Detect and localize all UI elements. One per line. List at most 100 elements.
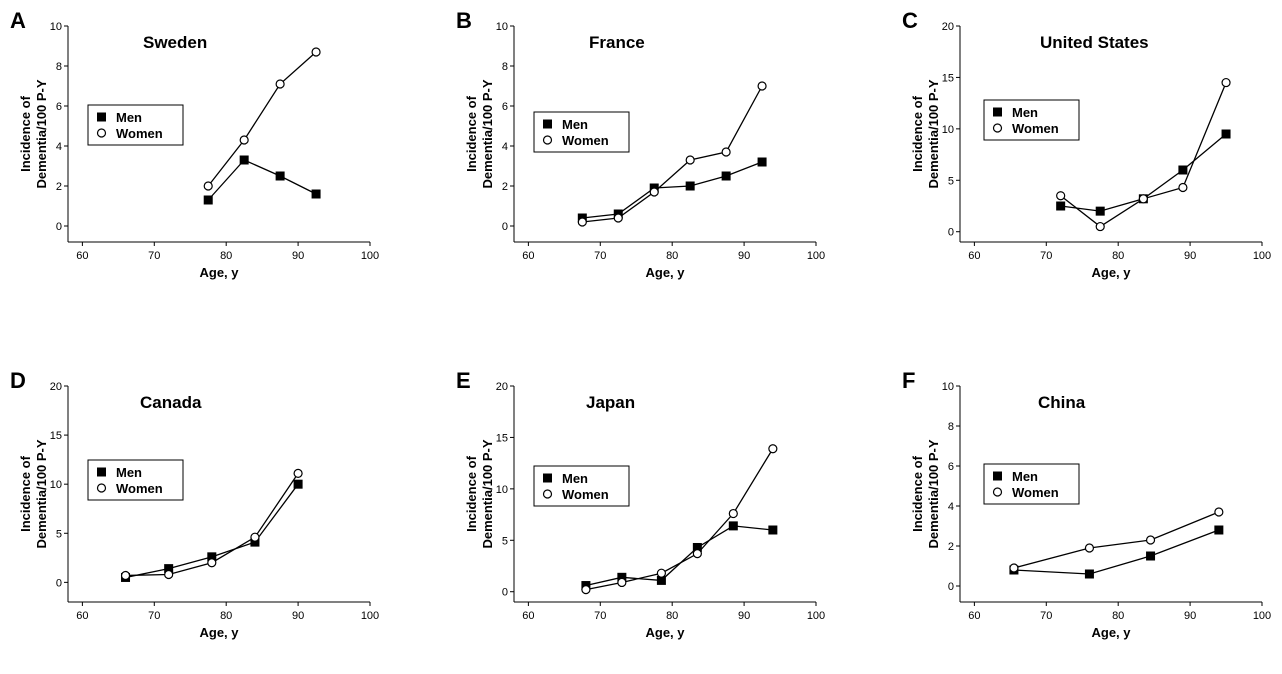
y-axis-title-line-1: Incidence of	[464, 455, 479, 532]
x-tick-label: 100	[807, 250, 825, 262]
data-point-women	[692, 549, 702, 559]
y-tick-label: 15	[496, 432, 508, 444]
x-tick-label: 90	[292, 610, 304, 622]
x-tick-label: 60	[522, 250, 534, 262]
x-tick-label: 100	[1253, 610, 1271, 622]
chart-title: United States	[1040, 33, 1149, 52]
data-point-men	[1221, 129, 1231, 139]
data-point-women	[164, 569, 174, 580]
y-tick-label: 5	[948, 175, 954, 187]
legend-label-men: Men	[116, 465, 142, 480]
data-point-men	[311, 189, 321, 199]
data-point-women	[1084, 543, 1095, 553]
x-axis-title: Age, y	[645, 265, 685, 280]
x-tick-label: 90	[738, 610, 750, 622]
x-tick-label: 90	[1184, 610, 1196, 622]
data-point-men	[1214, 525, 1224, 535]
y-tick-label: 10	[942, 381, 954, 393]
y-axis-title-line-1: Incidence of	[910, 455, 925, 532]
legend-marker-men	[993, 471, 1002, 481]
data-point-women	[721, 147, 731, 157]
panel-letter: C	[902, 8, 918, 33]
legend-label-women: Women	[1012, 121, 1059, 136]
x-tick-label: 100	[361, 610, 379, 622]
data-point-men	[250, 537, 260, 547]
panel-letter: E	[456, 368, 471, 393]
chart-title: France	[589, 33, 645, 52]
panel-china: F China 0 2 4 6 8 10 60 70 80 90 100 Age, y Incidence …	[900, 364, 1282, 674]
panel-letter: F	[902, 368, 915, 393]
data-point-women	[728, 508, 738, 519]
y-tick-label: 0	[948, 227, 954, 239]
x-tick-label: 90	[1184, 250, 1196, 262]
x-tick-label: 90	[292, 250, 304, 262]
x-tick-label: 70	[1040, 250, 1052, 262]
data-point-women	[757, 81, 767, 91]
data-point-women	[203, 181, 213, 191]
y-tick-label: 10	[50, 21, 62, 33]
data-point-men	[164, 564, 174, 574]
legend-marker-men	[543, 119, 552, 129]
x-tick-label: 100	[361, 250, 379, 262]
x-tick-label: 70	[594, 250, 606, 262]
series-line-women	[1013, 511, 1220, 569]
chart-svg: C United States 0 5 10 15 20 60 70 80 90 100 Age, y I…	[902, 8, 1271, 280]
x-tick-label: 80	[1112, 250, 1124, 262]
chart-svg: A Sweden 0 2 4 6 8 10 60 70 80 90 100 Age, y Incidence…	[10, 8, 379, 280]
data-point-women	[1095, 221, 1105, 232]
legend-label-women: Women	[562, 133, 609, 148]
chart-svg: F China 0 2 4 6 8 10 60 70 80 90 100 Age, y Incidence …	[902, 368, 1271, 640]
data-point-men	[768, 525, 778, 535]
y-tick-label: 4	[948, 501, 954, 513]
legend-box	[983, 463, 1080, 505]
x-tick-label: 80	[1112, 610, 1124, 622]
legend-label-men: Men	[116, 110, 142, 125]
legend-marker-men	[993, 107, 1002, 117]
panel-canada: D Canada 0 5 10 15 20 60 70 80 90 100 Age, y Incidenc…	[8, 364, 428, 674]
y-tick-label: 20	[942, 21, 954, 33]
x-tick-label: 80	[666, 250, 678, 262]
data-point-men	[275, 171, 285, 181]
series-line-men	[1013, 529, 1220, 575]
panel-france: B France 0 2 4 6 8 10 60 70 80 90 100 Age, y Incidence…	[454, 4, 874, 314]
y-axis-title-line-2: Dementia/100 P-Y	[926, 439, 941, 548]
data-point-women	[613, 213, 623, 223]
chart-title: Sweden	[143, 33, 207, 52]
chart-svg: D Canada 0 5 10 15 20 60 70 80 90 100 Age, y Incidenc…	[10, 368, 379, 640]
legend-label-women: Women	[1012, 485, 1059, 500]
legend-box	[533, 465, 630, 507]
panel-united-states: C United States 0 5 10 15 20 60 70 80 90 100 Age, y I…	[900, 4, 1282, 314]
y-tick-label: 2	[56, 181, 62, 193]
panel-sweden: A Sweden 0 2 4 6 8 10 60 70 80 90 100 Age, y Incidence…	[8, 4, 428, 314]
y-tick-label: 20	[496, 381, 508, 393]
data-point-men	[1095, 206, 1105, 216]
x-axis-title: Age, y	[199, 625, 239, 640]
y-tick-label: 0	[56, 221, 62, 233]
x-axis-title: Age, y	[645, 625, 685, 640]
x-axis-title: Age, y	[199, 265, 239, 280]
legend-label-women: Women	[116, 126, 163, 141]
data-point-men	[656, 575, 666, 585]
series-line-women	[585, 448, 774, 591]
data-point-women	[577, 217, 587, 227]
legend-box	[87, 104, 184, 146]
data-point-women	[239, 135, 249, 145]
series-line-men	[585, 525, 773, 587]
chart-title: Japan	[586, 393, 635, 412]
legend-marker-women	[96, 483, 107, 493]
y-axis-title-line-2: Dementia/100 P-Y	[34, 439, 49, 548]
y-tick-label: 6	[948, 461, 954, 473]
y-tick-label: 5	[502, 535, 508, 547]
x-tick-label: 90	[738, 250, 750, 262]
legend-box	[533, 111, 630, 153]
y-tick-label: 15	[50, 430, 62, 442]
x-tick-label: 60	[968, 610, 980, 622]
x-tick-label: 70	[148, 250, 160, 262]
legend-label-women: Women	[562, 487, 609, 502]
y-axis-title-line-1: Incidence of	[18, 455, 33, 532]
x-tick-label: 60	[76, 250, 88, 262]
data-point-women	[1221, 77, 1231, 88]
